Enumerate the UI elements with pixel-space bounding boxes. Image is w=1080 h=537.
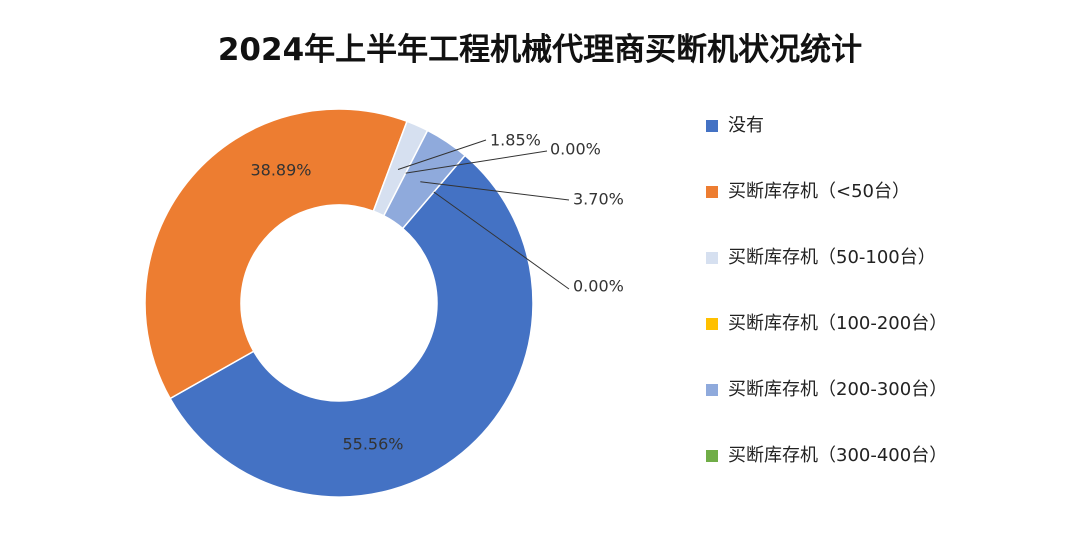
slice-买断库存机-200-300台	[382, 129, 467, 230]
leader-line-买断库存机-300-400台	[433, 191, 570, 290]
legend-swatch	[706, 318, 718, 330]
legend-label: 买断库存机（50-100台）	[728, 247, 936, 268]
legend-swatch	[706, 384, 718, 396]
legend-swatch	[706, 120, 718, 132]
data-label-买断库存机-50-100台: 1.85%	[490, 131, 541, 150]
legend-label: 买断库存机（100-200台）	[728, 313, 948, 334]
leader-line-买断库存机-50-100台	[397, 139, 487, 170]
legend-swatch	[706, 252, 718, 264]
legend-swatch	[706, 186, 718, 198]
slice-没有	[169, 154, 534, 498]
legend-label: 买断库存机（200-300台）	[728, 379, 948, 400]
legend-label: 买断库存机（300-400台）	[728, 445, 948, 466]
data-label-买断库存机-100-200台: 0.00%	[550, 140, 601, 159]
data-label-买断库存机-50台: 38.89%	[250, 161, 311, 180]
legend-label: 买断库存机（<50台）	[728, 181, 910, 202]
data-label-没有: 55.56%	[342, 435, 403, 454]
leader-line-买断库存机-100-200台	[405, 150, 548, 174]
slice-买断库存机-50台	[144, 108, 408, 400]
legend-label: 没有	[728, 115, 764, 136]
leader-line-买断库存机-200-300台	[420, 181, 570, 201]
chart-title: 2024年上半年工程机械代理商买断机状况统计	[217, 32, 863, 68]
legend-swatch	[706, 450, 718, 462]
data-label-买断库存机-300-400台: 0.00%	[573, 277, 624, 296]
data-label-买断库存机-200-300台: 3.70%	[573, 190, 624, 209]
